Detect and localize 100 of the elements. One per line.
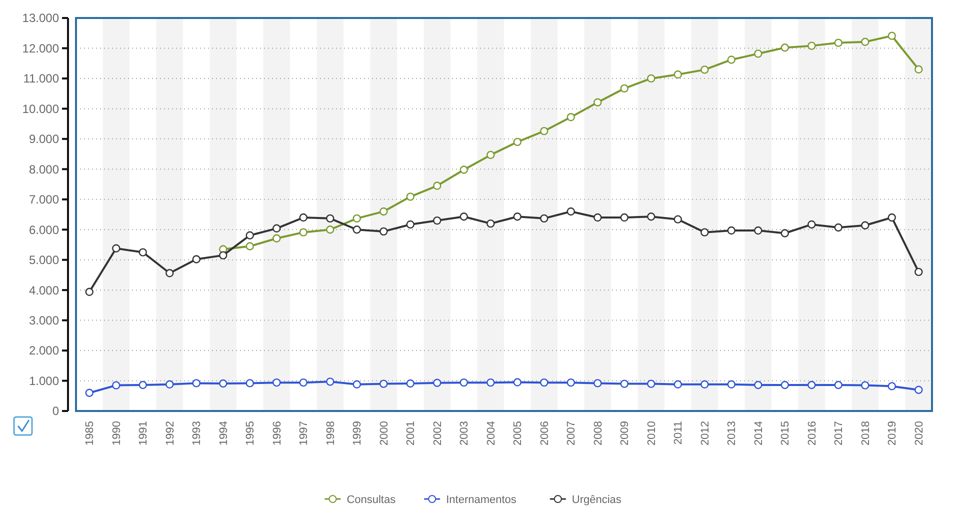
point bbox=[914, 65, 923, 74]
point bbox=[808, 380, 816, 390]
point bbox=[861, 38, 870, 46]
y-tick-label: 13.000 bbox=[22, 11, 60, 26]
point bbox=[834, 223, 842, 232]
point bbox=[326, 214, 334, 223]
point bbox=[540, 214, 548, 223]
point bbox=[326, 378, 334, 386]
x-tick-label: 1999 bbox=[352, 421, 364, 446]
point bbox=[594, 98, 602, 106]
point bbox=[727, 226, 736, 235]
x-tick-label: 2010 bbox=[646, 421, 658, 446]
y-tick-label: 4.000 bbox=[28, 283, 60, 298]
point bbox=[914, 386, 923, 394]
x-tick-label: 1993 bbox=[191, 421, 204, 446]
x-tick-label: 2016 bbox=[806, 421, 818, 446]
x-tick-label: 2000 bbox=[378, 421, 390, 446]
point bbox=[460, 378, 468, 387]
point bbox=[352, 214, 361, 223]
point bbox=[272, 378, 281, 387]
point bbox=[352, 380, 361, 388]
point bbox=[674, 215, 682, 224]
point bbox=[888, 32, 896, 40]
point bbox=[861, 381, 870, 390]
x-tick-label: 1997 bbox=[298, 421, 310, 446]
point bbox=[647, 380, 656, 388]
point bbox=[112, 244, 120, 252]
point bbox=[834, 38, 842, 47]
y-tick-label: 7.000 bbox=[28, 192, 60, 207]
point bbox=[754, 380, 762, 390]
y-tick-label: 5.000 bbox=[28, 253, 60, 268]
point bbox=[700, 380, 709, 388]
point bbox=[727, 56, 736, 64]
point bbox=[326, 226, 334, 234]
point bbox=[299, 213, 308, 222]
point bbox=[780, 229, 789, 238]
point bbox=[513, 138, 522, 146]
point bbox=[620, 213, 628, 222]
point bbox=[138, 248, 147, 256]
point bbox=[888, 213, 896, 222]
point bbox=[406, 220, 414, 229]
y-tick-label: 10.000 bbox=[22, 102, 60, 116]
x-tick-label: 1998 bbox=[324, 421, 337, 446]
x-tick-label: 2001 bbox=[405, 421, 418, 446]
x-tick-label: 2002 bbox=[432, 421, 444, 446]
point bbox=[566, 207, 575, 216]
x-tick-label: 2009 bbox=[619, 421, 632, 446]
point bbox=[647, 212, 656, 221]
point bbox=[808, 220, 816, 229]
point bbox=[727, 380, 736, 388]
y-tick-label: 11.000 bbox=[23, 72, 60, 86]
point bbox=[540, 378, 548, 387]
y-tick-label: 8.000 bbox=[28, 162, 60, 176]
point bbox=[888, 382, 896, 390]
point bbox=[540, 126, 548, 136]
point bbox=[299, 378, 308, 387]
x-tick-label: 1991 bbox=[138, 421, 150, 446]
point bbox=[380, 207, 388, 216]
point bbox=[780, 380, 789, 390]
point bbox=[352, 226, 361, 234]
x-tick-label: 2018 bbox=[860, 421, 872, 446]
x-tick-label: 2007 bbox=[566, 421, 578, 446]
point bbox=[780, 44, 789, 52]
x-tick-label: 2014 bbox=[752, 421, 765, 446]
x-tick-label: 2020 bbox=[913, 421, 926, 446]
point bbox=[246, 379, 254, 388]
y-tick-label: 9.000 bbox=[28, 132, 60, 146]
x-tick-label: 2017 bbox=[833, 421, 846, 446]
point bbox=[192, 255, 200, 264]
point bbox=[594, 213, 602, 222]
point bbox=[674, 380, 682, 388]
point bbox=[272, 224, 281, 232]
point bbox=[166, 380, 174, 388]
point bbox=[433, 378, 442, 387]
x-tick-label: 2015 bbox=[780, 421, 792, 446]
point bbox=[486, 378, 495, 387]
point bbox=[219, 379, 228, 388]
point bbox=[85, 388, 94, 397]
x-tick-label: 2008 bbox=[592, 421, 604, 446]
point bbox=[112, 381, 120, 390]
x-tick-label: 2019 bbox=[886, 421, 899, 446]
point bbox=[406, 379, 414, 388]
point bbox=[166, 269, 174, 278]
x-tick-label: 1985 bbox=[84, 421, 96, 446]
y-tick-label: 12.000 bbox=[22, 41, 60, 56]
point bbox=[754, 50, 762, 58]
y-tick-label: 1.000 bbox=[28, 374, 60, 388]
x-tick-label: 2011 bbox=[672, 421, 685, 445]
point bbox=[486, 219, 495, 228]
point bbox=[594, 379, 602, 388]
legend-label: Urgências bbox=[572, 494, 622, 506]
point bbox=[566, 378, 575, 387]
point bbox=[192, 379, 200, 388]
x-tick-label: 1996 bbox=[271, 421, 284, 446]
x-tick-label: 1994 bbox=[218, 421, 230, 446]
x-tick-label: 2013 bbox=[726, 421, 738, 446]
point bbox=[272, 234, 281, 242]
legend-label: Internamentos bbox=[446, 494, 517, 506]
y-tick-label: 3.000 bbox=[28, 314, 60, 328]
point bbox=[700, 228, 709, 236]
